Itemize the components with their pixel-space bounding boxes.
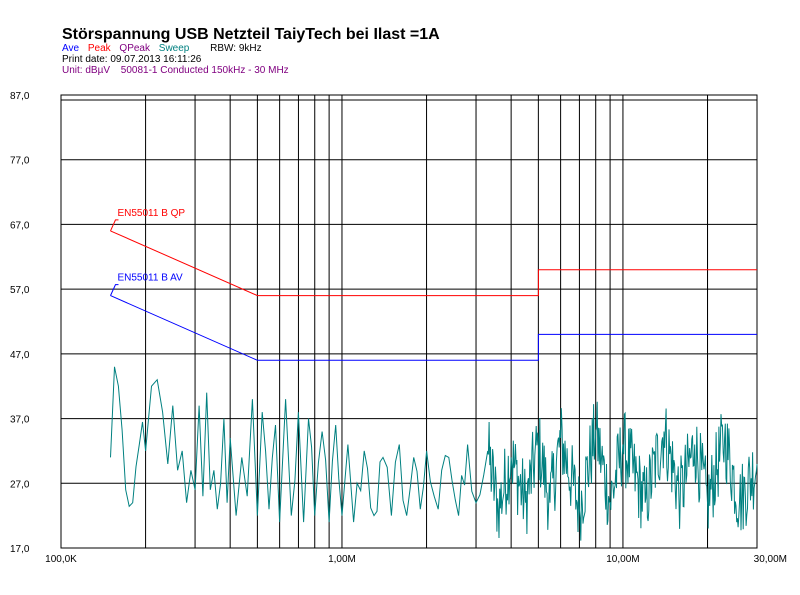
unit-line: Unit: dBµV 50081-1 Conducted 150kHz - 30… — [62, 66, 297, 76]
standard-label: 50081-1 Conducted 150kHz - 30 MHz — [120, 65, 289, 76]
grid — [60, 94, 758, 549]
legend-sweep: Sweep — [158, 43, 190, 54]
rbw-label: RBW: 9kHz — [210, 43, 262, 54]
legend-ave: Ave — [62, 43, 80, 54]
print-date: Print date: 09.07.2013 16:11:26 — [62, 54, 202, 65]
y-tick-label: 57,0 — [10, 285, 30, 296]
sweep-trace — [110, 366, 758, 541]
av-limit-label: EN55011 B AV — [117, 273, 183, 284]
legend-qpeak: QPeak — [119, 43, 150, 54]
sweep-series-line — [110, 366, 758, 541]
x-tick-label: 100,0K — [45, 554, 77, 565]
y-tick-label: 47,0 — [10, 350, 30, 361]
plot-frame — [60, 94, 758, 549]
unit-label: Unit: dBµV — [62, 65, 111, 76]
limit-label-leader — [110, 219, 119, 232]
x-tick-label: 10,00M — [606, 554, 639, 565]
legend-peak: Peak — [87, 43, 111, 54]
chart-title: Störspannung USB Netzteil TaiyTech bei I… — [62, 26, 440, 43]
limit-lines — [110, 219, 757, 361]
qp-limit-line — [110, 230, 757, 297]
x-tick-label: 1,00M — [328, 554, 356, 565]
y-tick-label: 37,0 — [10, 415, 30, 426]
axis-labels: 87,0 77,0 67,0 57,0 47,0 37,0 27,0 17,0 100,0K 1,… — [10, 91, 787, 565]
y-tick-label: 27,0 — [10, 479, 30, 490]
x-tick-label: 30,00M — [754, 554, 787, 565]
y-tick-label: 67,0 — [10, 220, 30, 231]
legend: Ave Peak QPeak Sweep RBW: 9kHz — [62, 44, 268, 54]
av-limit-line — [110, 295, 757, 361]
y-tick-label: 77,0 — [10, 156, 30, 167]
qp-limit-label: EN55011 B QP — [117, 208, 185, 219]
limit-label-leader — [110, 284, 119, 296]
y-tick-label: 17,0 — [10, 544, 30, 555]
y-tick-label: 87,0 — [10, 91, 30, 102]
